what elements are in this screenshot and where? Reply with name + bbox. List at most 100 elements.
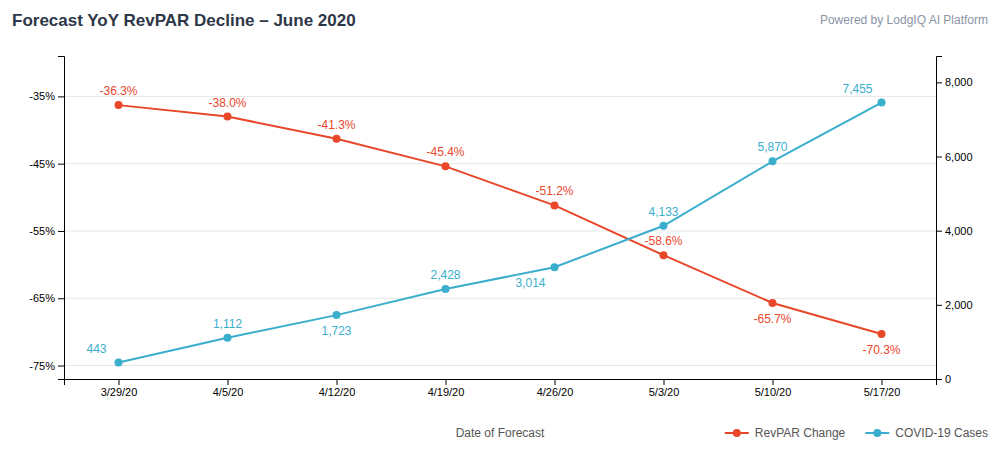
y-tick: -65% [29, 292, 64, 304]
series-line [119, 105, 882, 334]
grid-line [64, 365, 936, 366]
y2-tick-label: 2,000 [945, 299, 973, 311]
y-tick-label: -75% [29, 360, 55, 372]
x-tick-label: 4/26/20 [537, 386, 574, 398]
y-axis-left: -75% -65% -55% -45% -35% [29, 57, 64, 380]
series-point [551, 263, 559, 271]
x-tick-mark [882, 379, 883, 385]
x-tick-label: 5/17/20 [864, 386, 901, 398]
x-tick-label: 5/10/20 [755, 386, 792, 398]
legend: RevPAR Change COVID-19 Cases [725, 426, 988, 440]
x-tick-mark [337, 379, 338, 385]
axis-line [937, 57, 943, 380]
series-point [878, 330, 886, 338]
series-point [224, 113, 232, 121]
series-point [115, 359, 123, 367]
y2-tick-label: 6,000 [945, 151, 973, 163]
x-tick-label: 4/12/20 [319, 386, 356, 398]
data-labels: -36.3%-38.0%-41.3%-45.4%-51.2%-58.6%-65.… [86, 82, 900, 357]
y-tick-label: -55% [29, 225, 55, 237]
x-tick: 3/29/20 [101, 379, 138, 398]
legend-label: RevPAR Change [755, 426, 846, 440]
x-tick: 5/10/20 [755, 379, 792, 398]
grid [64, 96, 936, 365]
x-tick-mark [228, 379, 229, 385]
x-tick-label: 5/3/20 [649, 386, 680, 398]
series-point [442, 285, 450, 293]
chart: -75% -65% -55% -45% -35% 0 2,000 4,000 6,000 8,00… [0, 0, 1000, 451]
y2-tick: 8,000 [936, 76, 973, 88]
data-label: -38.0% [208, 96, 246, 110]
subtitle: Powered by LodgIQ AI Platform [820, 13, 988, 27]
series-point [442, 162, 450, 170]
series-point [333, 135, 341, 143]
x-tick-mark [446, 379, 447, 385]
series-point [878, 99, 886, 107]
x-tick: 4/19/20 [428, 379, 465, 398]
x-tick-mark [119, 379, 120, 385]
legend-swatch-marker [873, 429, 881, 437]
data-label: -51.2% [535, 184, 573, 198]
legend-item: COVID-19 Cases [865, 426, 988, 440]
x-tick: 4/5/20 [213, 379, 244, 398]
y-tick-mark [58, 164, 64, 165]
x-axis-label: Date of Forecast [456, 426, 545, 440]
x-tick: 5/17/20 [864, 379, 901, 398]
y-tick-mark [58, 231, 64, 232]
y-tick-mark [58, 96, 64, 97]
x-tick: 4/26/20 [537, 379, 574, 398]
data-label: 1,112 [213, 317, 242, 331]
data-label: -36.3% [99, 84, 137, 98]
y2-tick-label: 4,000 [945, 225, 973, 237]
y-axis-right: 0 2,000 4,000 6,000 8,000 [936, 57, 973, 386]
y-tick-label: -45% [29, 158, 55, 170]
x-tick-mark [773, 379, 774, 385]
y2-tick-label: 0 [945, 373, 951, 385]
y2-tick-mark [936, 157, 942, 158]
title: Forecast YoY RevPAR Decline – June 2020 [12, 11, 356, 30]
data-label: -45.4% [426, 145, 464, 159]
x-tick-mark [664, 379, 665, 385]
axis-line [65, 380, 937, 386]
data-label: 1,723 [321, 324, 351, 338]
x-tick: 5/3/20 [649, 379, 680, 398]
x-tick-label: 4/5/20 [213, 386, 244, 398]
series-line [119, 103, 882, 363]
series-point [333, 311, 341, 319]
y2-tick-mark [936, 305, 942, 306]
y-tick: -55% [29, 225, 64, 237]
series-point [660, 251, 668, 259]
y-tick: -45% [29, 158, 64, 170]
y-tick-mark [58, 366, 64, 367]
y2-tick: 2,000 [936, 299, 973, 311]
grid-line [64, 298, 936, 299]
data-label: -70.3% [862, 343, 900, 357]
series-point [769, 299, 777, 307]
data-label: 3,014 [515, 276, 545, 290]
data-label: 2,428 [430, 268, 460, 282]
grid-line [64, 163, 936, 164]
grid-line [64, 230, 936, 231]
data-label: 7,455 [842, 82, 872, 96]
legend-label: COVID-19 Cases [895, 426, 988, 440]
x-tick-mark [555, 379, 556, 385]
plot-area: -75% -65% -55% -45% -35% 0 2,000 4,000 6,000 8,00… [29, 57, 972, 398]
y2-tick-label: 8,000 [945, 76, 973, 88]
grid-line [64, 96, 936, 97]
series-point [769, 157, 777, 165]
y2-tick: 6,000 [936, 151, 973, 163]
y2-tick-mark [936, 231, 942, 232]
y-tick-label: -65% [29, 292, 55, 304]
x-tick-label: 4/19/20 [428, 386, 465, 398]
y2-tick: 4,000 [936, 225, 973, 237]
series-point [224, 334, 232, 342]
y-tick-mark [58, 298, 64, 299]
y-tick: -75% [29, 360, 64, 372]
data-label: 4,133 [648, 205, 678, 219]
x-axis: 3/29/20 4/5/20 4/12/20 4/19/20 4/26/20 5/3/20… [65, 379, 937, 398]
axis-line [58, 57, 65, 380]
series-point [115, 101, 123, 109]
series-point [551, 201, 559, 209]
y2-tick-mark [936, 82, 942, 83]
y-tick-label: -35% [29, 90, 55, 102]
